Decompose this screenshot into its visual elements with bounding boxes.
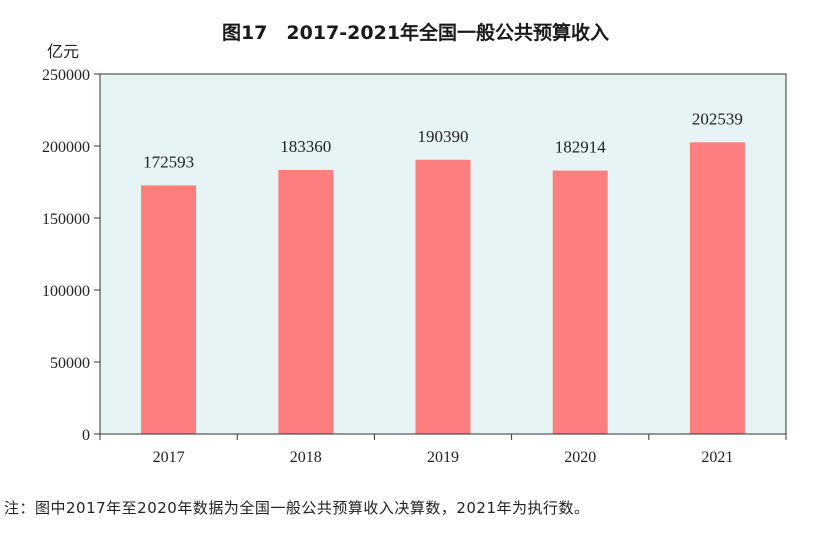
bar-2021 bbox=[689, 142, 745, 434]
x-tick-label-2020: 2020 bbox=[564, 449, 596, 466]
bar-2020 bbox=[552, 170, 608, 435]
footnote: 注：图中2017年至2020年数据为全国一般公共预算收入决算数，2021年为执行… bbox=[4, 499, 590, 517]
data-label-2019: 190390 bbox=[418, 127, 469, 146]
x-tick-label-2021: 2021 bbox=[701, 449, 733, 466]
y-tick-label-0: 0 bbox=[82, 427, 90, 444]
data-label-2020: 182914 bbox=[555, 138, 607, 157]
data-label-2021: 202539 bbox=[692, 109, 743, 128]
y-tick-label-100000: 100000 bbox=[42, 283, 90, 300]
y-tick-label-150000: 150000 bbox=[42, 211, 90, 228]
y-tick-label-50000: 50000 bbox=[50, 355, 90, 372]
bar-2018 bbox=[278, 169, 334, 434]
chart-title: 图17 2017-2021年全国一般公共预算收入 bbox=[221, 22, 610, 44]
data-label-2018: 183360 bbox=[280, 137, 331, 156]
x-tick-label-2019: 2019 bbox=[427, 449, 459, 466]
bar-2017 bbox=[141, 185, 197, 434]
y-tick-label-200000: 200000 bbox=[42, 139, 90, 156]
y-axis-unit-label: 亿元 bbox=[47, 42, 80, 61]
y-tick-label-250000: 250000 bbox=[42, 67, 90, 84]
x-tick-label-2017: 2017 bbox=[153, 449, 185, 466]
x-tick-label-2018: 2018 bbox=[290, 449, 322, 466]
bar-2019 bbox=[415, 159, 471, 435]
data-label-2017: 172593 bbox=[143, 152, 194, 171]
